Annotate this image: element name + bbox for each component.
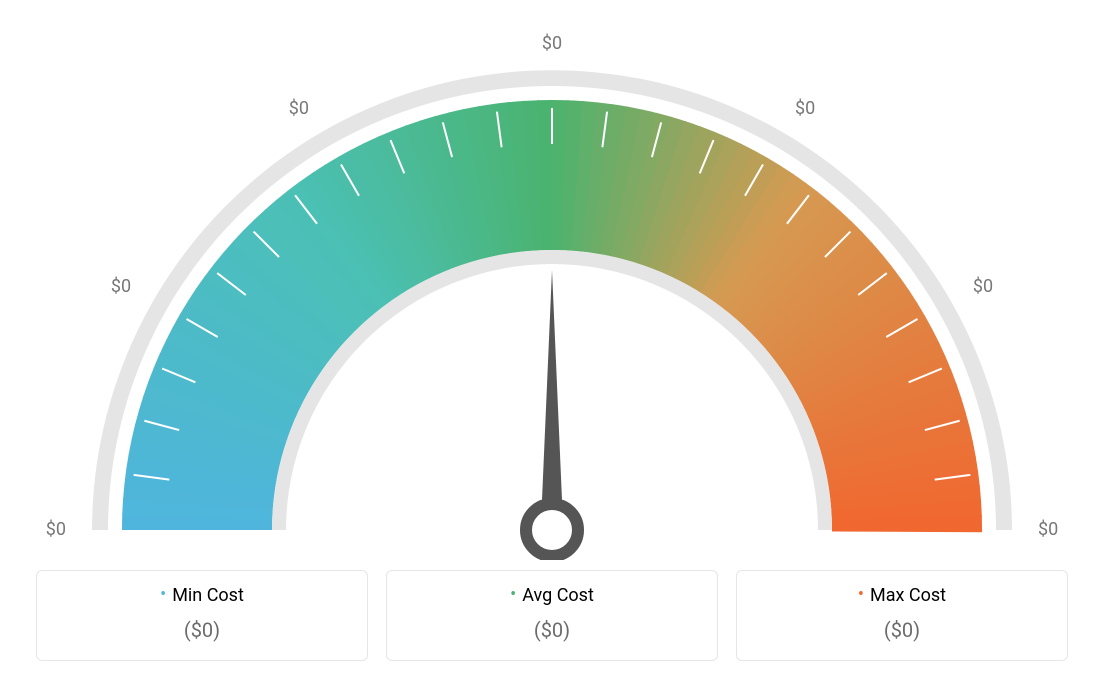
legend-card-min: • Min Cost ($0)	[36, 570, 368, 661]
legend-title-max: • Max Cost	[747, 585, 1057, 606]
gauge-tick-label: $0	[542, 33, 562, 54]
gauge-tick-label: $0	[289, 98, 309, 119]
bullet-min-icon: •	[160, 584, 166, 605]
gauge-tick-label: $0	[1038, 519, 1058, 540]
legend-card-avg: • Avg Cost ($0)	[386, 570, 718, 661]
legend-label-min: Min Cost	[172, 585, 244, 606]
gauge-tick-label: $0	[111, 276, 131, 297]
bullet-max-icon: •	[858, 584, 864, 605]
legend-title-avg: • Avg Cost	[397, 585, 707, 606]
legend-value-max: ($0)	[747, 618, 1057, 642]
gauge-tick-label: $0	[973, 276, 993, 297]
legend-label-avg: Avg Cost	[522, 585, 594, 606]
gauge-svg: $0 $0 $0 $0 $0 $0 $0	[0, 0, 1104, 560]
legend-value-min: ($0)	[47, 618, 357, 642]
gauge-hub	[526, 504, 578, 556]
bullet-avg-icon: •	[510, 584, 516, 605]
legend-value-avg: ($0)	[397, 618, 707, 642]
gauge-tick-label: $0	[46, 519, 66, 540]
legend-card-max: • Max Cost ($0)	[736, 570, 1068, 661]
legend-row: • Min Cost ($0) • Avg Cost ($0) • Max Cost …	[0, 570, 1104, 661]
legend-title-min: • Min Cost	[47, 585, 357, 606]
gauge-needle	[542, 270, 562, 500]
gauge-chart: $0 $0 $0 $0 $0 $0 $0	[0, 0, 1104, 560]
legend-label-max: Max Cost	[870, 585, 946, 606]
gauge-tick-label: $0	[795, 98, 815, 119]
